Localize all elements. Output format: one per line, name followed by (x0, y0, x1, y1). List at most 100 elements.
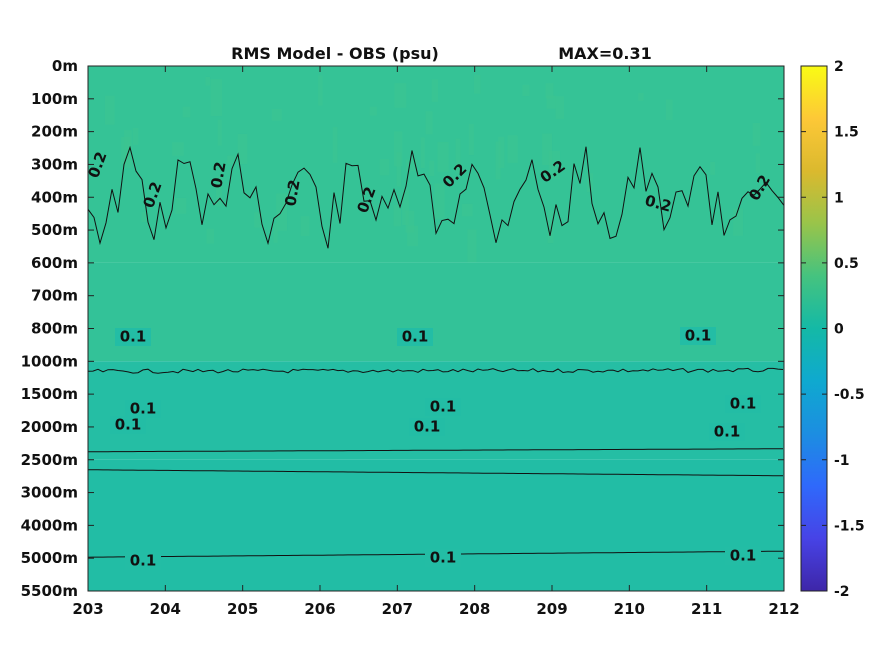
contour-label-0.1-1-1: 0.1 (402, 328, 429, 346)
field-texture (495, 141, 501, 180)
field-texture (555, 96, 565, 119)
field-texture (468, 123, 474, 156)
contour-label-bg (397, 328, 433, 346)
colorbar-tick-label: 1.5 (834, 125, 859, 141)
field-texture (271, 108, 282, 121)
field-texture (425, 111, 433, 135)
x-tick-label: 211 (691, 600, 722, 618)
field-texture (542, 133, 553, 166)
x-tick-label: 209 (536, 600, 567, 618)
field-texture (205, 76, 211, 86)
field-texture (393, 205, 402, 227)
field-texture (405, 210, 415, 233)
contour-line-0.2 (88, 145, 784, 249)
y-tick-label: 100m (31, 90, 78, 108)
contour-label-0.2-2: 0.2 (207, 160, 229, 189)
chart-title: RMS Model - OBS (psu) (231, 44, 439, 63)
colorbar-tick-label: 1 (834, 190, 844, 206)
field-band-3 (88, 459, 784, 591)
field-texture (332, 127, 338, 163)
x-tick-label: 204 (150, 600, 181, 618)
field-texture (215, 176, 222, 207)
field-texture (461, 203, 473, 217)
field-texture (498, 136, 505, 169)
plot-area (88, 66, 784, 591)
field-texture (124, 130, 132, 168)
field-texture (104, 95, 115, 125)
field-texture (710, 161, 715, 175)
field-texture (393, 131, 403, 167)
field-texture (507, 135, 518, 163)
contour-label-bg (409, 418, 445, 436)
contour-label-0.1-4-1: 0.1 (430, 549, 457, 567)
field-texture (172, 142, 184, 156)
field-texture (733, 208, 744, 236)
contour-label-0.1-2-1: 0.1 (430, 398, 457, 416)
contour-label-0.1-2-2: 0.1 (730, 395, 757, 413)
colorbar-tick-label: 0 (834, 322, 844, 338)
y-tick-label: 500m (31, 221, 78, 239)
colorbar-tick-label: -1 (834, 453, 850, 469)
colorbar-tick-label: 0.5 (834, 256, 859, 272)
field-texture (394, 83, 407, 108)
colorbar: 2 1.5 1 0.5 0 -0.5 -1 -1.5 -2 (800, 59, 865, 600)
field-texture (175, 197, 187, 214)
x-axis: 203 204 205 206 207 208 209 210 211 212 (72, 66, 800, 618)
field-texture (434, 183, 445, 219)
contour-label-0.1-3-0: 0.1 (115, 416, 142, 434)
field-texture (141, 211, 147, 223)
contour-label-0.1-4-2: 0.1 (730, 547, 757, 565)
contour-label-bg (110, 416, 146, 434)
field-texture (431, 79, 439, 102)
y-tick-label: 300m (31, 155, 78, 173)
y-tick-label: 4000m (21, 516, 78, 534)
field-texture (300, 216, 310, 237)
y-tick-label: 400m (31, 188, 78, 206)
y-tick-label: 600m (31, 254, 78, 272)
contour-label-0.1-3-1: 0.1 (414, 418, 441, 436)
y-tick-label: 200m (31, 123, 78, 141)
contour-label-bg (425, 398, 461, 416)
y-tick-label: 0m (52, 57, 78, 75)
field-texture (467, 229, 477, 263)
field-texture (402, 189, 409, 226)
colorbar-tick-label: -1.5 (834, 518, 865, 534)
y-tick-label: 800m (31, 320, 78, 338)
field-band-1 (88, 262, 784, 362)
field-texture (273, 224, 278, 243)
contour-label-bg (425, 549, 461, 567)
field-texture (182, 106, 191, 118)
field-texture (121, 136, 131, 165)
contour-line-0.1-3 (88, 469, 783, 477)
colorbar-tick-label: -0.5 (834, 387, 865, 403)
field-texture (455, 138, 461, 174)
x-tick-label: 212 (768, 600, 799, 618)
field-texture (522, 84, 530, 97)
field-texture (237, 133, 248, 165)
field-texture (227, 155, 234, 165)
x-tick-label: 207 (382, 600, 413, 618)
contour-line-0.1-2 (88, 448, 783, 453)
field-texture (547, 210, 554, 244)
contour-label-bg (125, 552, 161, 570)
contour-label-bg (709, 423, 745, 441)
y-tick-label: 2500m (21, 451, 78, 469)
y-tick-label: 1500m (21, 385, 78, 403)
x-tick-label: 210 (614, 600, 645, 618)
contour-line-0.1-1 (88, 367, 784, 374)
colorbar-tick-label: 2 (834, 59, 844, 75)
field-texture (752, 122, 761, 146)
field-texture (396, 152, 402, 187)
field-texture (379, 159, 390, 176)
contour-label-0.1-4-0: 0.1 (130, 552, 157, 570)
max-annotation: MAX=0.31 (558, 44, 652, 63)
field-texture (545, 83, 554, 99)
contour-label-bg (680, 327, 716, 345)
y-tick-label: 5000m (21, 549, 78, 567)
contour-label-0.1-1-2: 0.1 (685, 327, 712, 345)
field-texture (405, 159, 417, 171)
contour-label-0.1-1-0: 0.1 (120, 328, 147, 346)
field-texture (473, 74, 481, 94)
contour-label-0.1-3-2: 0.1 (714, 423, 741, 441)
